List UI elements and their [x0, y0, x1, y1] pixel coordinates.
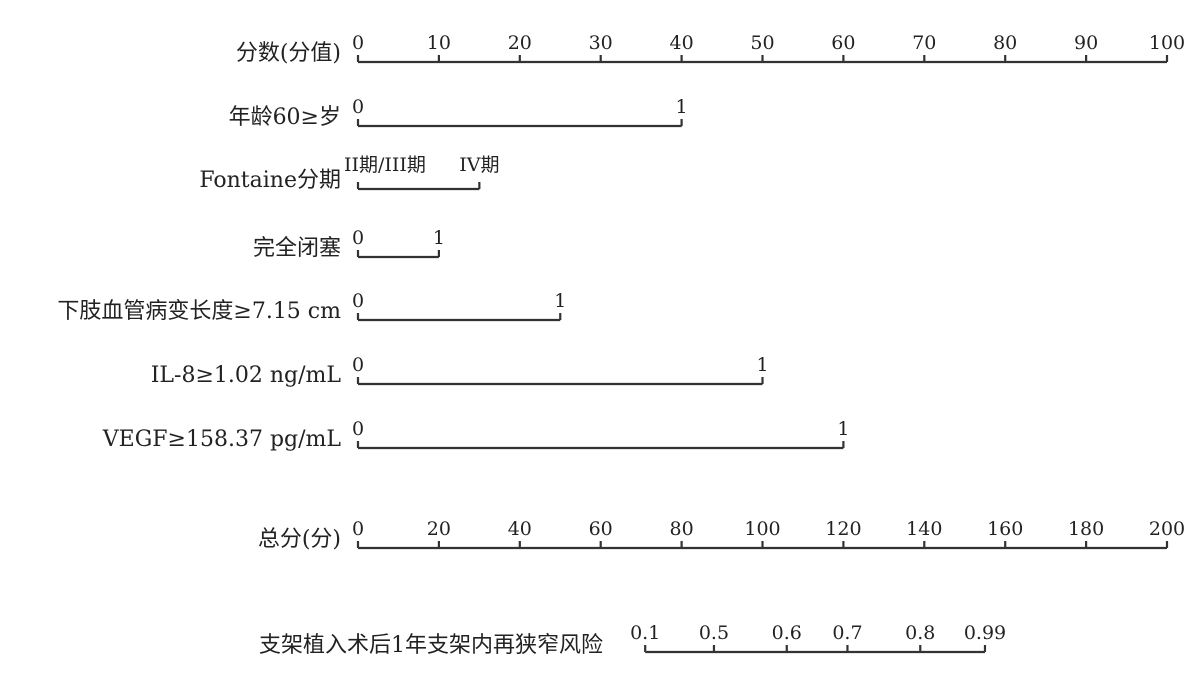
predictor-3-level-label: 0	[352, 290, 364, 312]
predictor-5-level-label: 0	[352, 418, 364, 440]
total-points-tick-label: 100	[744, 518, 780, 540]
predictor-label-3: 下肢血管病变长度≥7.15 cm	[57, 299, 341, 324]
points-scale-tick-label: 50	[750, 32, 774, 54]
total-points-tick-label: 160	[987, 518, 1023, 540]
points-scale-tick-label: 80	[993, 32, 1017, 54]
risk-scale-tick-label: 0.99	[964, 622, 1006, 644]
risk-scale-tick-label: 0.7	[832, 622, 862, 644]
predictor-2-level-label: 0	[352, 227, 364, 249]
total-points-tick-label: 40	[508, 518, 532, 540]
predictor-4-level-label: 0	[352, 354, 364, 376]
total-points-label: 总分(分)	[258, 527, 341, 552]
points-scale-label: 分数(分值)	[236, 41, 341, 66]
predictor-1-level-label: II期/III期	[344, 154, 426, 176]
total-points-tick-label: 200	[1149, 518, 1185, 540]
points-scale-tick-label: 90	[1074, 32, 1098, 54]
predictor-label-0: 年龄60≥岁	[229, 105, 341, 130]
points-scale-tick-label: 60	[831, 32, 855, 54]
points-scale-tick-label: 40	[670, 32, 694, 54]
risk-scale-tick-label: 0.6	[772, 622, 802, 644]
predictor-4-level-label: 1	[756, 354, 768, 376]
points-scale-tick-label: 0	[352, 32, 364, 54]
predictor-5-level-label: 1	[837, 418, 849, 440]
total-points-tick-label: 60	[589, 518, 613, 540]
points-scale-tick-label: 70	[912, 32, 936, 54]
total-points-tick-label: 80	[670, 518, 694, 540]
predictor-3-level-label: 1	[554, 290, 566, 312]
predictor-label-5: VEGF≥158.37 pg/mL	[102, 427, 342, 452]
risk-scale-tick-label: 0.5	[699, 622, 729, 644]
points-scale-tick-label: 30	[589, 32, 613, 54]
risk-scale-tick-label: 0.1	[630, 622, 660, 644]
total-points-tick-label: 20	[427, 518, 451, 540]
points-scale-tick-label: 10	[427, 32, 451, 54]
predictor-0-level-label: 1	[676, 96, 688, 118]
predictor-0-level-label: 0	[352, 96, 364, 118]
risk-scale-tick-label: 0.8	[905, 622, 935, 644]
predictor-1-level-label: IV期	[459, 154, 499, 176]
predictor-label-1: Fontaine分期	[199, 168, 341, 193]
total-points-tick-label: 0	[352, 518, 364, 540]
predictor-label-2: 完全闭塞	[253, 236, 341, 261]
total-points-tick-label: 180	[1068, 518, 1104, 540]
predictor-2-level-label: 1	[433, 227, 445, 249]
risk-scale-label: 支架植入术后1年支架内再狭窄风险	[259, 633, 603, 658]
total-points-tick-label: 140	[906, 518, 942, 540]
points-scale-tick-label: 20	[508, 32, 532, 54]
points-scale-tick-label: 100	[1149, 32, 1185, 54]
total-points-tick-label: 120	[825, 518, 861, 540]
predictor-label-4: IL-8≥1.02 ng/mL	[151, 363, 342, 388]
